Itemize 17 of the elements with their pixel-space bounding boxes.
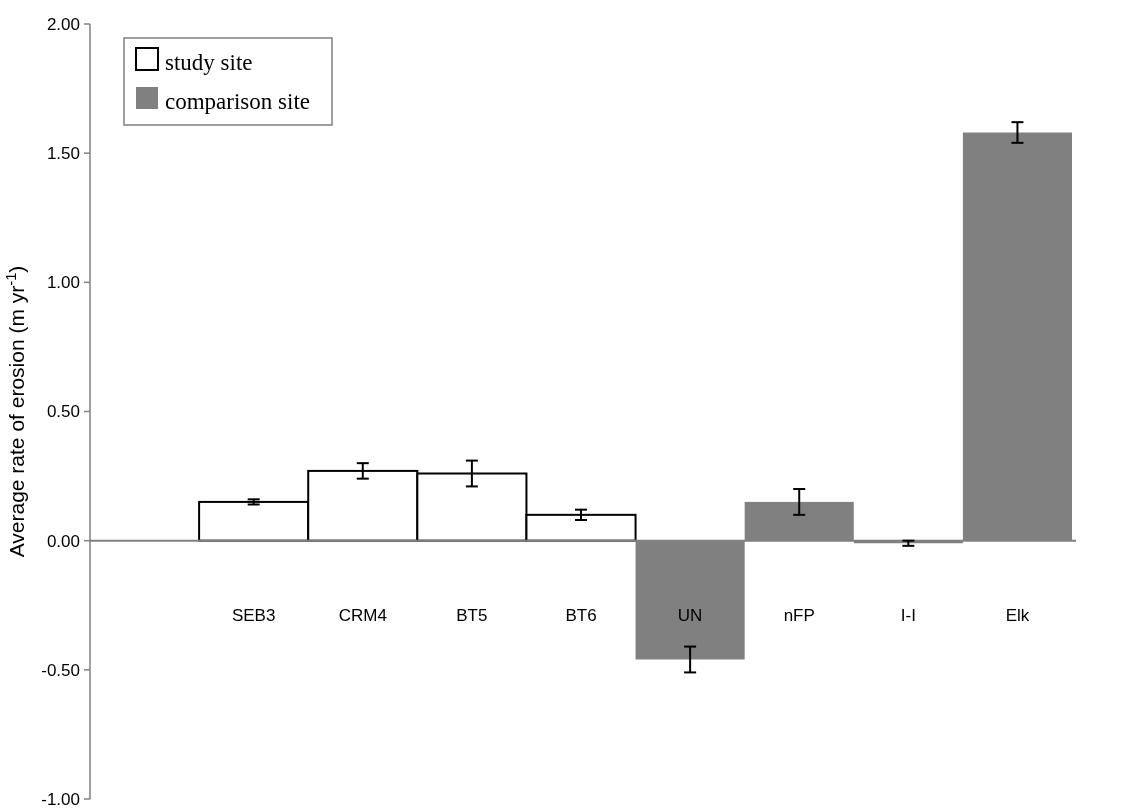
x-tick-label: BT5 — [456, 605, 488, 625]
x-tick-label: Elk — [1005, 605, 1030, 625]
y-tick-label: 0.50 — [46, 402, 80, 422]
x-tick-label: CRM4 — [338, 605, 387, 625]
legend-label: comparison site — [165, 89, 310, 114]
y-tick-label: 0.00 — [46, 531, 80, 551]
x-tick-label: nFP — [783, 605, 815, 625]
y-tick-label: 1.50 — [46, 144, 80, 164]
x-tick-label: BT6 — [565, 605, 597, 625]
x-tick-label: SEB3 — [231, 605, 276, 625]
legend-label: study site — [165, 50, 253, 75]
x-tick-label: UN — [677, 605, 703, 625]
y-tick-label: 2.00 — [46, 14, 80, 34]
x-tick-label: I-I — [900, 605, 916, 625]
y-tick-label: 1.00 — [46, 273, 80, 293]
y-tick-label: -1.00 — [41, 789, 80, 809]
y-tick-label: -0.50 — [41, 660, 80, 680]
